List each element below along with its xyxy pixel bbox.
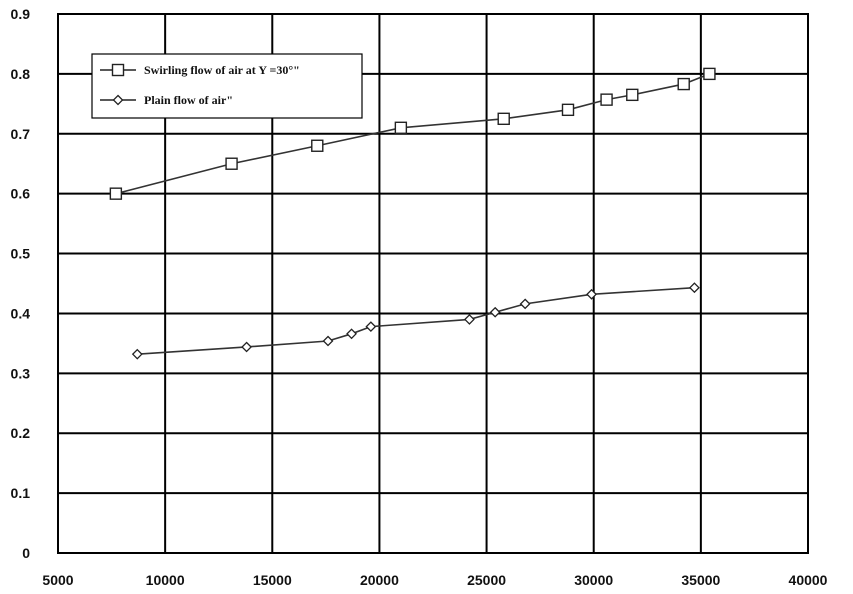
legend-label: Swirling flow of air at Y =30°" (144, 63, 300, 77)
legend: Swirling flow of air at Y =30°" Plain flo… (91, 53, 363, 119)
diamond-marker (489, 306, 501, 318)
tick-labels: 0 0.1 0.2 0.3 0.4 0.5 0.6 0.7 0.8 0.9 5000 10000 150… (11, 6, 828, 588)
legend-box (91, 53, 363, 119)
legend-label: Plain flow of air" (144, 93, 233, 107)
square-marker (600, 93, 613, 106)
square-marker (561, 103, 575, 117)
square-marker (394, 121, 408, 134)
y-tick-label: 0.1 (11, 485, 31, 501)
diamond-marker (131, 348, 143, 360)
series-2 (131, 282, 700, 360)
square-marker (626, 88, 639, 102)
diamond-marker (322, 335, 334, 347)
y-tick-label: 0.7 (11, 126, 31, 142)
diamond-marker (689, 282, 700, 294)
diamond-marker (464, 314, 475, 325)
square-marker (225, 157, 238, 170)
x-tick-label: 10000 (146, 572, 185, 588)
square-marker (109, 187, 123, 200)
y-tick-label: 0 (22, 545, 30, 561)
y-tick-label: 0.5 (11, 246, 31, 262)
x-tick-label: 25000 (467, 572, 506, 588)
y-tick-label: 0.8 (11, 66, 31, 82)
y-tick-label: 0.4 (11, 305, 31, 321)
square-marker (497, 112, 510, 126)
square-marker (311, 139, 324, 152)
diamond-marker (519, 298, 531, 310)
diamond-marker (241, 341, 252, 353)
series (109, 67, 716, 360)
x-tick-label: 15000 (253, 572, 292, 588)
y-tick-label: 0.6 (11, 186, 31, 202)
square-marker (703, 67, 716, 81)
x-tick-label: 40000 (789, 572, 828, 588)
diamond-marker (346, 328, 357, 340)
diamond-marker (586, 288, 597, 300)
square-marker (677, 77, 690, 91)
y-tick-label: 0.9 (11, 6, 31, 22)
y-tick-label: 0.2 (11, 425, 31, 441)
x-tick-label: 35000 (681, 572, 720, 588)
y-tick-label: 0.3 (11, 365, 31, 381)
series-line (137, 286, 695, 355)
legend-marker (111, 63, 125, 77)
x-tick-label: 5000 (42, 572, 73, 588)
legend-marker (112, 94, 124, 106)
series-1 (109, 67, 716, 200)
series-line (115, 73, 710, 195)
diamond-marker (365, 321, 377, 333)
x-tick-label: 20000 (360, 572, 399, 588)
x-tick-label: 30000 (574, 572, 613, 588)
